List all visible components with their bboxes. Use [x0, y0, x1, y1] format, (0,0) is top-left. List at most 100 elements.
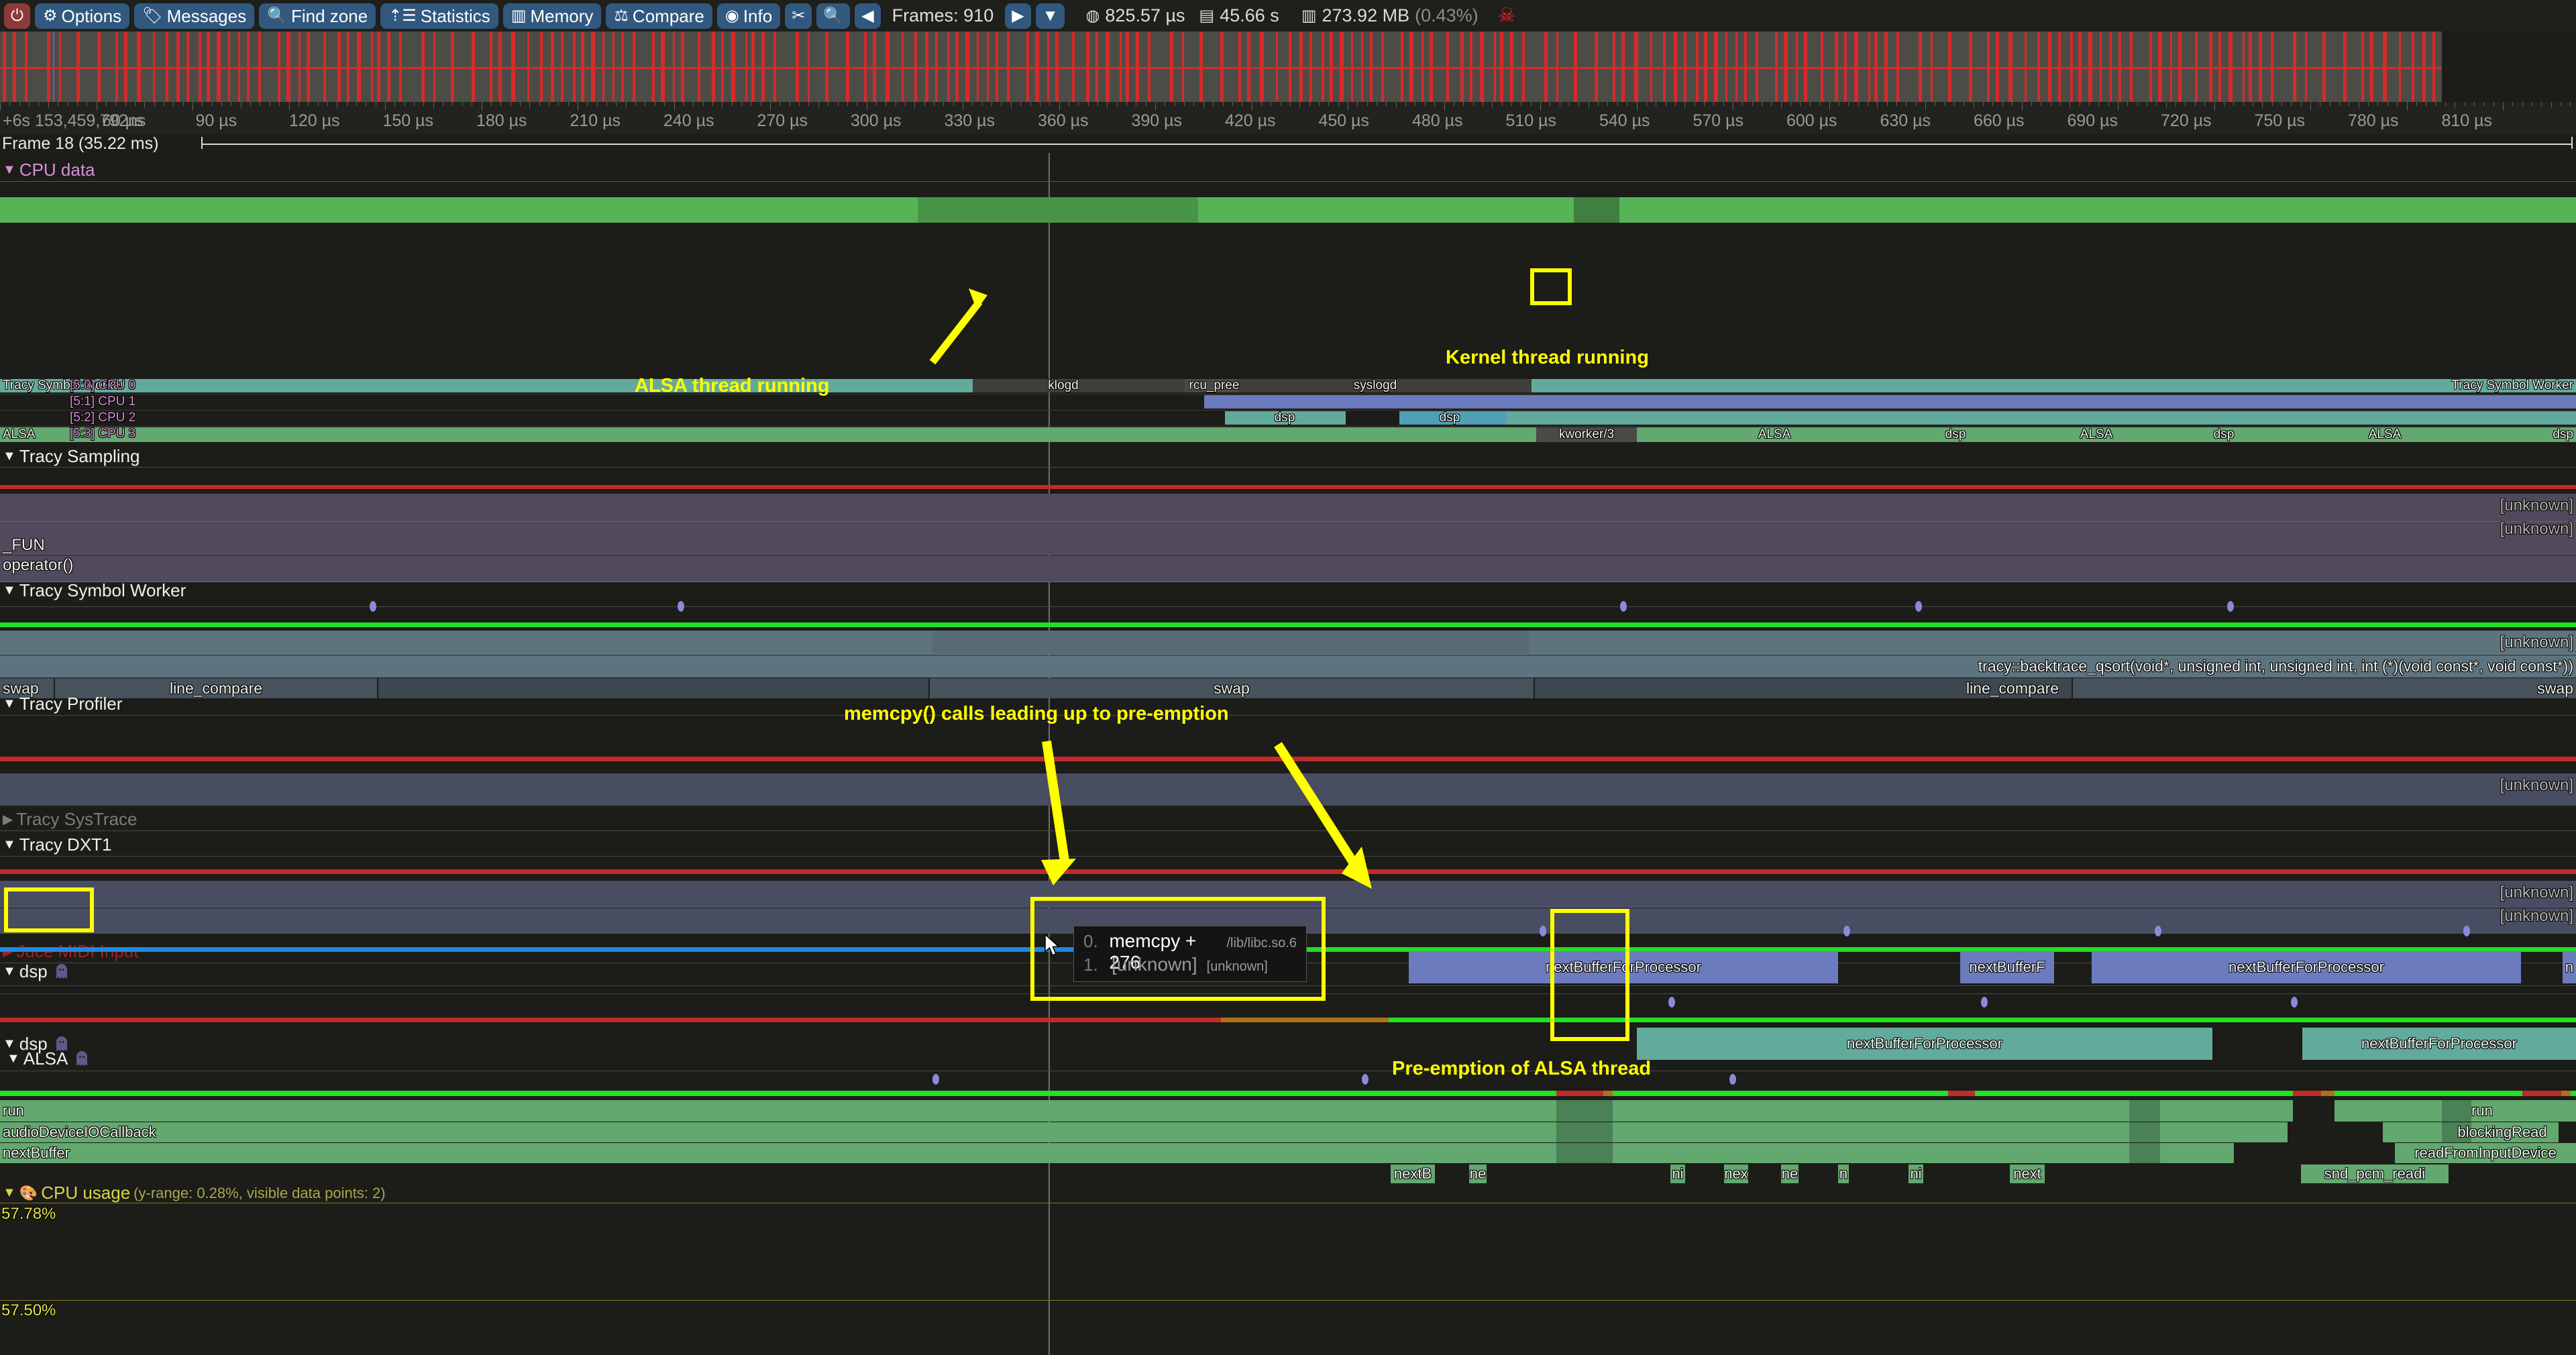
frame-bar-tick[interactable]	[1896, 32, 1899, 102]
alsa-zone-nextbuffer[interactable]	[2160, 1143, 2234, 1163]
frame-bar-tick[interactable]	[25, 32, 28, 102]
frame-bar-tick[interactable]	[551, 32, 554, 102]
frame-bar-tick[interactable]	[673, 32, 675, 102]
statistics-button[interactable]: ⇡☰ Statistics	[380, 3, 498, 29]
alsa-zone-blocking-read[interactable]	[2383, 1122, 2442, 1142]
section-header-cpu-data[interactable]: ▼ CPU data	[3, 160, 95, 180]
frame-bar-tick[interactable]	[796, 32, 799, 102]
frame-bar-tick[interactable]	[1007, 32, 1010, 102]
alsa-zone-run[interactable]	[2129, 1100, 2160, 1122]
frame-bar-tick[interactable]	[1421, 32, 1424, 102]
frame-bar-tick[interactable]	[2025, 32, 2027, 102]
alsa-zone-nextbuffer[interactable]	[1613, 1143, 2129, 1163]
frame-bar-tick[interactable]	[1735, 32, 1737, 102]
frame-bar-tick[interactable]	[47, 32, 50, 102]
frame-bar-tick[interactable]	[1035, 32, 1039, 102]
frame-bar-tick[interactable]	[299, 32, 301, 102]
frame-bar-tick[interactable]	[1276, 32, 1278, 102]
frame-bar-tick[interactable]	[621, 32, 624, 102]
frame-bar-tick[interactable]	[2322, 32, 2326, 102]
frame-bar-tick[interactable]	[902, 32, 904, 102]
alsa-zone-nextbuffer[interactable]	[2129, 1143, 2160, 1163]
dsp2-zone[interactable]	[2302, 1028, 2576, 1060]
symbol-worker-zone[interactable]	[55, 678, 377, 698]
frame-bar-tick[interactable]	[2370, 32, 2373, 102]
frame-bar-tick[interactable]	[1095, 32, 1098, 102]
frame-bar-tick[interactable]	[1072, 32, 1075, 102]
sample-dot[interactable]	[932, 1074, 939, 1085]
frame-bar-tick[interactable]	[721, 32, 724, 102]
frame-bar-tick[interactable]	[166, 32, 168, 102]
frame-bar-tick[interactable]	[773, 32, 776, 102]
tracy-sampling-zone[interactable]	[0, 522, 2576, 554]
frame-bar-tick[interactable]	[1714, 32, 1718, 102]
frame-bar-tick[interactable]	[217, 32, 221, 102]
section-header-cpu-usage[interactable]: ▼ 🎨 CPU usage (y-range: 0.28%, visible d…	[3, 1183, 386, 1203]
frame-bar-tick[interactable]	[1522, 32, 1525, 102]
sample-dot[interactable]	[370, 601, 376, 612]
cpu1-zone[interactable]	[1204, 395, 1687, 409]
frame-bar-tick[interactable]	[1401, 32, 1403, 102]
alsa-zone-run[interactable]	[1613, 1100, 2129, 1122]
frame-bar-tick[interactable]	[2118, 32, 2121, 102]
alsa-small-zone[interactable]	[1724, 1164, 1748, 1183]
alsa-small-zone[interactable]	[1469, 1164, 1487, 1183]
frame-bar-tick[interactable]	[1775, 32, 1778, 102]
frame-bar-tick[interactable]	[1299, 32, 1303, 102]
section-header-dsp-1[interactable]: ▼ dsp	[3, 961, 68, 982]
frame-bar-tick[interactable]	[2088, 32, 2092, 102]
frame-bar-tick[interactable]	[258, 32, 261, 102]
frame-bar-tick[interactable]	[2259, 32, 2262, 102]
frame-bar-tick[interactable]	[602, 32, 604, 102]
frame-bar-tick[interactable]	[1381, 32, 1384, 102]
frame-bar-tick[interactable]	[1725, 32, 1727, 102]
frame-bar-tick[interactable]	[846, 32, 849, 102]
frame-bar-tick[interactable]	[751, 32, 755, 102]
tracy-sampling-zone[interactable]	[0, 494, 2576, 522]
frame-bar-tick[interactable]	[1055, 32, 1059, 102]
sample-dot[interactable]	[2291, 997, 2298, 1008]
frame-bar-tick[interactable]	[387, 32, 390, 102]
frame-bar-tick[interactable]	[935, 32, 938, 102]
frame-bar-tick[interactable]	[1595, 32, 1598, 102]
frame-bar-tick[interactable]	[2412, 32, 2414, 102]
sample-dot[interactable]	[1620, 601, 1627, 612]
frame-bar-tick[interactable]	[1796, 32, 1798, 102]
alsa-zone-run-preempted[interactable]	[1556, 1100, 1613, 1122]
alsa-zone-callback-preempted[interactable]	[1556, 1122, 1613, 1142]
sample-dot[interactable]	[1843, 926, 1850, 936]
time-ruler[interactable]: +6s 153,459,792ns 60 µs 90 µs 120 µs 150 µs…	[0, 102, 2576, 134]
frame-bar-tick[interactable]	[286, 32, 290, 102]
frame-bar-tick[interactable]	[59, 32, 61, 102]
frame-bar-tick[interactable]	[1854, 32, 1858, 102]
frame-bar-tick[interactable]	[1613, 32, 1615, 102]
sample-dot[interactable]	[678, 601, 684, 612]
frame-bar-tick[interactable]	[1148, 32, 1150, 102]
alsa-zone-callback[interactable]	[2160, 1122, 2288, 1142]
frame-bar-tick[interactable]	[977, 32, 979, 102]
section-header-alsa[interactable]: ▼ ALSA	[7, 1048, 89, 1069]
alsa-small-zone[interactable]	[1909, 1164, 1923, 1183]
frame-bar-tick[interactable]	[561, 32, 564, 102]
frame-bar-tick[interactable]	[2383, 32, 2387, 102]
frame-bar-tick[interactable]	[1696, 32, 1699, 102]
frame-bar-tick[interactable]	[1744, 32, 1747, 102]
frame-bar-tick[interactable]	[1260, 32, 1264, 102]
playhead-cursor[interactable]	[1049, 153, 1050, 1355]
frame-bar-tick[interactable]	[1238, 32, 1241, 102]
profiler-zone[interactable]	[0, 773, 2576, 806]
frame-bar-tick[interactable]	[1199, 32, 1203, 102]
frame-bar-tick[interactable]	[808, 32, 810, 102]
frame-bar-tick[interactable]	[1931, 32, 1933, 102]
frame-bar-tick[interactable]	[2100, 32, 2102, 102]
section-header-tracy-dxt1[interactable]: ▼ Tracy DXT1	[3, 834, 112, 855]
frame-bar-tick[interactable]	[1544, 32, 1548, 102]
frame-bar-tick[interactable]	[581, 32, 584, 102]
frame-bar-tick[interactable]	[2271, 32, 2273, 102]
frame-bar-tick[interactable]	[633, 32, 635, 102]
frame-bar-tick[interactable]	[76, 32, 80, 102]
frame-bar-tick[interactable]	[2070, 32, 2073, 102]
alsa-zone-run[interactable]	[2471, 1100, 2576, 1122]
frame-bar-tick[interactable]	[238, 32, 240, 102]
frame-bar-tick[interactable]	[2293, 32, 2296, 102]
